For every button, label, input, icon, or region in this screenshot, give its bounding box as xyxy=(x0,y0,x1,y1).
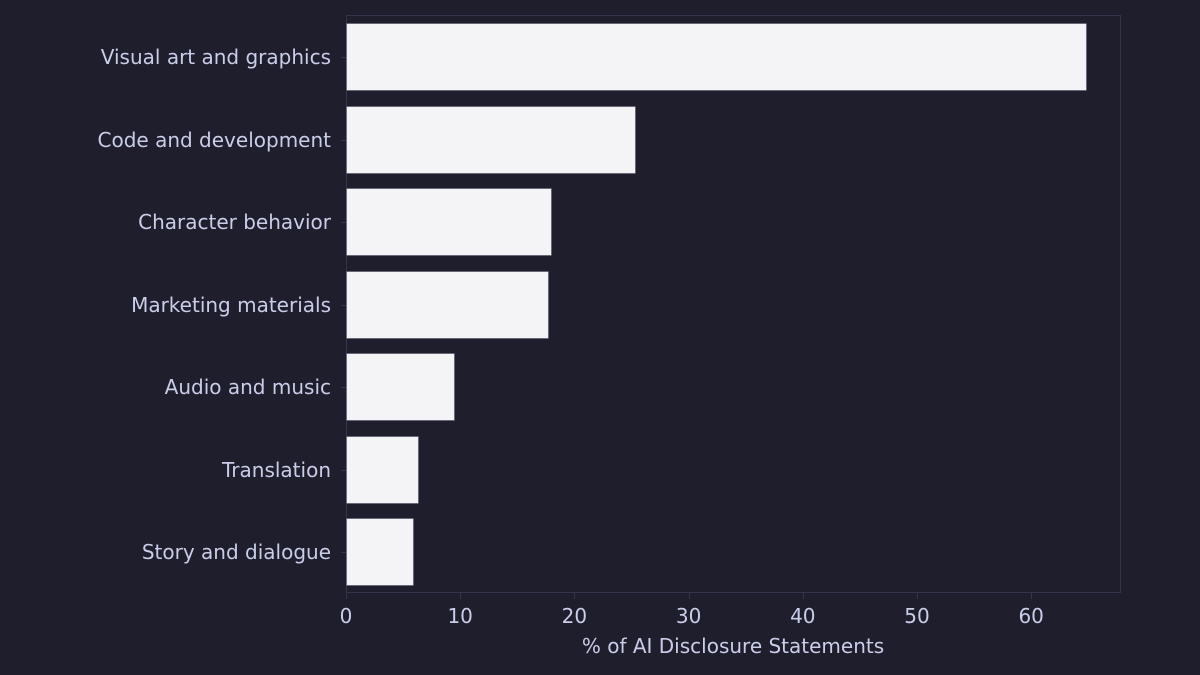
x-tick-label: 0 xyxy=(339,604,353,628)
x-tick-label: 10 xyxy=(447,604,473,628)
y-axis-label: Character behavior xyxy=(138,210,331,234)
bar xyxy=(347,24,1086,90)
y-tick xyxy=(341,222,346,223)
y-axis-label: Audio and music xyxy=(164,375,331,399)
x-tick xyxy=(1031,593,1033,599)
x-tick-label: 20 xyxy=(561,604,588,628)
x-tick xyxy=(460,593,462,599)
y-axis-label: Code and development xyxy=(97,127,331,152)
x-tick xyxy=(802,593,804,599)
bar xyxy=(347,189,552,255)
x-tick-label: 30 xyxy=(675,604,702,628)
y-axis-label: Translation xyxy=(222,457,331,482)
x-tick xyxy=(346,593,347,599)
bar xyxy=(347,436,418,503)
plot-area xyxy=(346,15,1121,593)
x-axis-title: % of AI Disclosure Statements xyxy=(581,634,885,658)
x-tick-label: 40 xyxy=(790,604,816,628)
bar xyxy=(347,354,455,420)
x-tick-label: 50 xyxy=(904,604,930,628)
bar xyxy=(347,106,635,173)
bar xyxy=(347,271,548,338)
bar xyxy=(347,519,414,585)
x-tick xyxy=(688,593,690,599)
x-tick-label: 60 xyxy=(1018,604,1044,628)
y-axis-label: Story and dialogue xyxy=(141,540,331,564)
y-tick xyxy=(341,552,346,553)
y-tick xyxy=(341,57,346,58)
y-tick xyxy=(341,387,346,388)
y-axis-label: Visual art and graphics xyxy=(100,45,331,69)
x-tick xyxy=(574,593,576,599)
x-tick xyxy=(917,593,918,599)
y-tick xyxy=(341,304,346,306)
y-axis-label: Marketing materials xyxy=(131,292,331,317)
y-tick xyxy=(341,469,346,471)
y-tick xyxy=(341,139,346,141)
